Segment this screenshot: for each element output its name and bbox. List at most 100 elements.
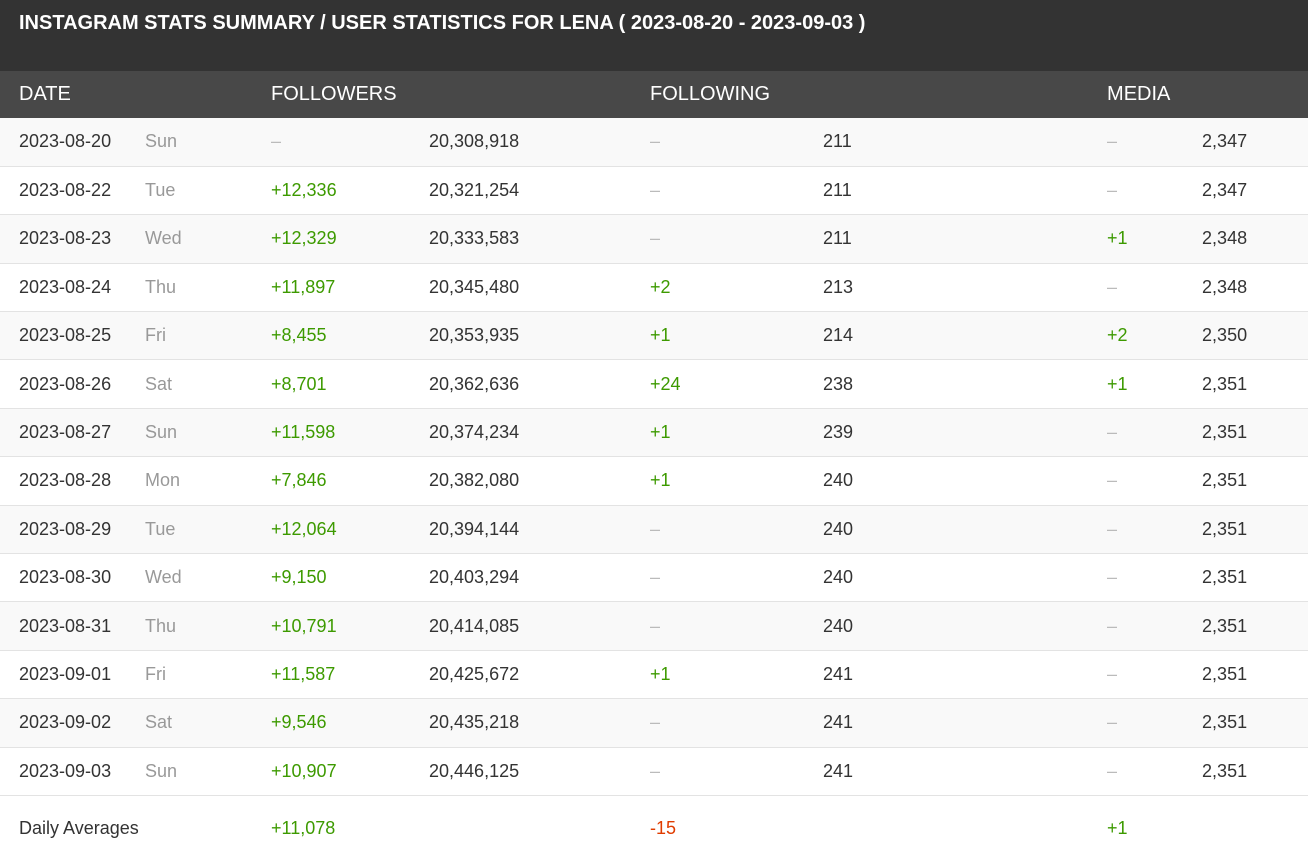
following-change-cell: – <box>650 518 661 539</box>
following-change-cell: +1 <box>650 663 671 684</box>
following-total-cell: 211 <box>823 228 852 249</box>
followers-total-cell: 20,374,234 <box>429 422 520 443</box>
media-change-cell: – <box>1107 518 1118 539</box>
date-cell: 2023-09-02 <box>19 712 112 733</box>
weekday-cell: Fri <box>145 663 166 684</box>
media-total-cell: 2,351 <box>1202 518 1248 539</box>
date-cell: 2023-08-27 <box>19 422 112 443</box>
weekday-cell: Sun <box>145 760 178 781</box>
weekday-cell: Sun <box>145 131 178 152</box>
table-row: 2023-08-24 Thu +11,897 20,345,480 +2 213 – 2,34… <box>0 263 1308 312</box>
followers-change-cell: +10,907 <box>271 760 337 781</box>
table-row: 2023-08-20 Sun – 20,308,918 – 211 – 2,347 <box>0 118 1308 167</box>
weekday-cell: Thu <box>145 276 177 297</box>
table-row: 2023-08-25 Fri +8,455 20,353,935 +1 214 +2 2,35… <box>0 311 1308 360</box>
following-change-cell: – <box>650 180 661 201</box>
date-cell: 2023-08-22 <box>19 180 112 201</box>
followers-total-cell: 20,425,672 <box>429 663 520 684</box>
date-cell: 2023-08-28 <box>19 470 112 491</box>
followers-change-cell: +7,846 <box>271 470 327 491</box>
following-total-cell: 238 <box>823 373 854 394</box>
page-title: INSTAGRAM STATS SUMMARY / USER STATISTIC… <box>0 0 1308 71</box>
table-body: 2023-08-20 Sun –20,308,918–211–2,347 2023-0… <box>0 118 1308 796</box>
media-total-cell: 2,347 <box>1202 180 1248 201</box>
media-total-cell: 2,350 <box>1202 325 1248 346</box>
weekday-cell: Sun <box>145 422 178 443</box>
followers-change-cell: +9,546 <box>271 712 327 733</box>
avg-followers-change: +11,078 <box>271 818 336 839</box>
followers-total-cell: 20,333,583 <box>429 228 520 249</box>
avg-following-change: -15 <box>650 818 677 839</box>
table-row: 2023-08-28 Mon +7,846 20,382,080 +1 240 – 2,351 <box>0 456 1308 506</box>
avg-media-change: +1 <box>1107 818 1128 839</box>
weekday-cell: Tue <box>145 180 176 201</box>
following-change-cell: – <box>650 615 661 636</box>
media-change-cell: – <box>1107 760 1118 781</box>
followers-total-cell: 20,446,125 <box>429 760 520 781</box>
column-header-media: MEDIA <box>1107 83 1171 105</box>
media-total-cell: 2,351 <box>1202 760 1248 781</box>
media-total-cell: 2,351 <box>1202 712 1248 733</box>
table-row: 2023-09-01 Fri +11,587 20,425,672 +1 241 – 2,35… <box>0 650 1308 699</box>
table-row: 2023-09-02 Sat +9,546 20,435,218 – 241 – 2,351 <box>0 698 1308 748</box>
column-header-date: DATE <box>19 83 71 105</box>
media-change-cell: – <box>1107 567 1118 588</box>
media-change-cell: +2 <box>1107 325 1128 346</box>
following-change-cell: +1 <box>650 470 671 491</box>
followers-change-cell: +8,701 <box>271 373 327 394</box>
media-total-cell: 2,351 <box>1202 373 1248 394</box>
followers-total-cell: 20,414,085 <box>429 615 520 636</box>
weekday-cell: Sat <box>145 712 173 733</box>
following-change-cell: – <box>650 131 661 152</box>
weekday-cell: Mon <box>145 470 181 491</box>
weekday-cell: Wed <box>145 228 182 249</box>
date-cell: 2023-08-31 <box>19 615 112 636</box>
table-row: 2023-08-27 Sun +11,598 20,374,234 +1 239 – 2,35… <box>0 408 1308 457</box>
followers-change-cell: +10,791 <box>271 615 337 636</box>
media-change-cell: – <box>1107 180 1118 201</box>
followers-change-cell: +11,587 <box>271 663 336 684</box>
weekday-cell: Tue <box>145 518 176 539</box>
following-total-cell: 241 <box>823 663 854 684</box>
following-total-cell: 239 <box>823 422 854 443</box>
media-total-cell: 2,351 <box>1202 422 1248 443</box>
date-cell: 2023-09-03 <box>19 760 112 781</box>
daily-averages-row: Daily Averages +11,078 -15 +1 <box>0 795 1308 862</box>
following-total-cell: 240 <box>823 470 854 491</box>
media-change-cell: – <box>1107 131 1118 152</box>
table-row: 2023-08-26 Sat +8,701 20,362,636 +24 238 +1 2,3… <box>0 359 1308 409</box>
weekday-cell: Sat <box>145 373 173 394</box>
following-change-cell: +1 <box>650 325 671 346</box>
followers-total-cell: 20,382,080 <box>429 470 520 491</box>
stats-table: DATE FOLLOWERS FOLLOWING MEDIA 2023-08-2… <box>0 71 1308 862</box>
followers-total-cell: 20,308,918 <box>429 131 520 152</box>
table-row: 2023-08-22 Tue +12,336 20,321,254 – 211 – 2,347 <box>0 166 1308 215</box>
date-cell: 2023-08-24 <box>19 276 112 297</box>
media-change-cell: – <box>1107 422 1118 443</box>
date-cell: 2023-08-25 <box>19 325 112 346</box>
table-row: 2023-08-23 Wed +12,329 20,333,583 – 211 +1 2,34… <box>0 214 1308 264</box>
media-total-cell: 2,347 <box>1202 131 1248 152</box>
following-change-cell: +2 <box>650 276 671 297</box>
column-header-following: FOLLOWING <box>650 83 771 105</box>
following-change-cell: – <box>650 712 661 733</box>
followers-change-cell: +9,150 <box>271 567 327 588</box>
media-total-cell: 2,351 <box>1202 567 1248 588</box>
media-total-cell: 2,348 <box>1202 228 1248 249</box>
daily-averages-label: Daily Averages <box>19 818 139 839</box>
media-change-cell: – <box>1107 276 1118 297</box>
followers-total-cell: 20,345,480 <box>429 276 520 297</box>
weekday-cell: Wed <box>145 567 182 588</box>
followers-total-cell: 20,435,218 <box>429 712 520 733</box>
following-total-cell: 240 <box>823 615 854 636</box>
followers-change-cell: +8,455 <box>271 325 327 346</box>
followers-change-cell: +12,329 <box>271 228 337 249</box>
table-header-row: DATE FOLLOWERS FOLLOWING MEDIA <box>0 71 1308 118</box>
following-change-cell: – <box>650 760 661 781</box>
date-cell: 2023-08-26 <box>19 373 112 394</box>
followers-total-cell: 20,321,254 <box>429 180 520 201</box>
media-change-cell: – <box>1107 663 1118 684</box>
media-change-cell: – <box>1107 615 1118 636</box>
column-header-followers: FOLLOWERS <box>271 83 397 105</box>
